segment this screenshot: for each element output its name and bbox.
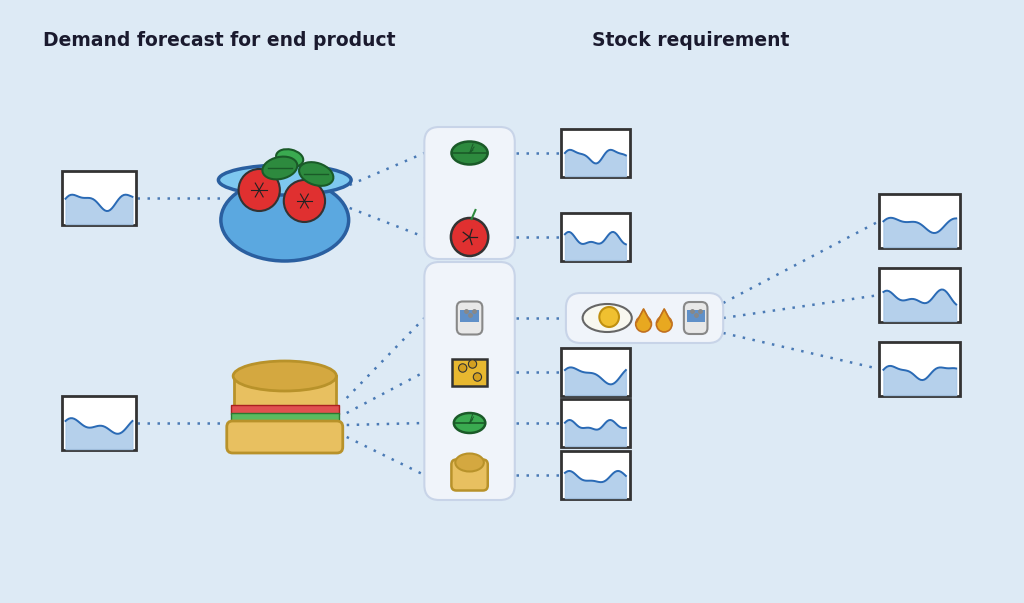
- FancyBboxPatch shape: [457, 302, 482, 335]
- Circle shape: [636, 316, 651, 332]
- FancyBboxPatch shape: [230, 421, 339, 430]
- Ellipse shape: [262, 157, 297, 179]
- FancyBboxPatch shape: [561, 399, 630, 447]
- FancyBboxPatch shape: [880, 194, 961, 248]
- Ellipse shape: [456, 453, 484, 472]
- FancyBboxPatch shape: [561, 213, 630, 261]
- FancyBboxPatch shape: [566, 293, 723, 343]
- FancyBboxPatch shape: [233, 376, 336, 406]
- Polygon shape: [637, 309, 650, 322]
- Circle shape: [656, 316, 672, 332]
- Circle shape: [284, 180, 325, 222]
- Circle shape: [599, 307, 618, 327]
- FancyBboxPatch shape: [226, 421, 343, 453]
- Ellipse shape: [218, 165, 351, 195]
- Circle shape: [473, 373, 481, 381]
- Polygon shape: [657, 309, 671, 322]
- Ellipse shape: [452, 142, 487, 165]
- Circle shape: [459, 364, 467, 372]
- Ellipse shape: [233, 361, 336, 391]
- Circle shape: [468, 360, 476, 368]
- FancyBboxPatch shape: [561, 451, 630, 499]
- FancyBboxPatch shape: [684, 302, 708, 334]
- Circle shape: [239, 169, 280, 211]
- FancyBboxPatch shape: [453, 359, 486, 385]
- FancyBboxPatch shape: [424, 127, 515, 259]
- FancyBboxPatch shape: [880, 342, 961, 396]
- FancyBboxPatch shape: [561, 129, 630, 177]
- FancyBboxPatch shape: [230, 413, 339, 422]
- Text: Stock requirement: Stock requirement: [592, 31, 790, 51]
- FancyBboxPatch shape: [230, 405, 339, 414]
- FancyBboxPatch shape: [61, 396, 136, 450]
- Ellipse shape: [299, 162, 334, 186]
- FancyBboxPatch shape: [424, 262, 515, 500]
- FancyBboxPatch shape: [460, 310, 479, 322]
- Ellipse shape: [454, 413, 485, 433]
- FancyBboxPatch shape: [452, 459, 487, 490]
- Ellipse shape: [276, 149, 303, 167]
- FancyBboxPatch shape: [561, 348, 630, 396]
- FancyBboxPatch shape: [880, 268, 961, 322]
- FancyBboxPatch shape: [61, 171, 136, 225]
- Text: Demand forecast for end product: Demand forecast for end product: [43, 31, 395, 51]
- Ellipse shape: [583, 304, 632, 332]
- FancyBboxPatch shape: [687, 310, 705, 322]
- Circle shape: [451, 218, 488, 256]
- Ellipse shape: [221, 179, 348, 261]
